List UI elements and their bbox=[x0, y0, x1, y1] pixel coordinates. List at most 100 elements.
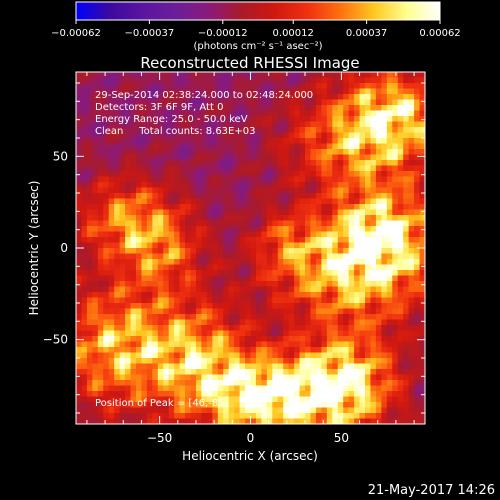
heatmap-cell bbox=[206, 303, 213, 309]
heatmap-cell bbox=[86, 297, 93, 304]
heatmap-cell bbox=[141, 132, 148, 139]
heatmap-cell bbox=[294, 138, 300, 144]
heatmap-cell bbox=[288, 237, 295, 243]
heatmap-cell bbox=[261, 160, 268, 166]
heatmap-cell bbox=[146, 132, 153, 139]
heatmap-cell bbox=[125, 402, 131, 408]
heatmap-cell bbox=[108, 215, 115, 221]
heatmap-cell bbox=[114, 154, 120, 161]
heatmap-cell bbox=[212, 209, 219, 216]
heatmap-cell bbox=[337, 396, 344, 403]
heatmap-cell bbox=[266, 292, 273, 298]
heatmap-cell bbox=[212, 319, 219, 326]
heatmap-cell bbox=[217, 231, 224, 238]
heatmap-cell bbox=[97, 281, 104, 287]
heatmap-cell bbox=[381, 341, 388, 348]
heatmap-cell bbox=[245, 303, 251, 309]
heatmap-cell bbox=[305, 385, 311, 392]
heatmap-cell bbox=[255, 402, 262, 408]
heatmap-cell bbox=[92, 209, 99, 216]
heatmap-cell bbox=[321, 281, 328, 287]
heatmap-cell bbox=[135, 143, 142, 150]
heatmap-cell bbox=[403, 341, 409, 348]
heatmap-cell bbox=[354, 182, 360, 188]
heatmap-cell bbox=[321, 402, 328, 408]
heatmap-cell bbox=[375, 99, 382, 106]
heatmap-cell bbox=[86, 121, 93, 128]
heatmap-cell bbox=[386, 248, 393, 254]
heatmap-cell bbox=[228, 171, 235, 177]
heatmap-cell bbox=[157, 270, 164, 276]
heatmap-cell bbox=[381, 231, 388, 238]
heatmap-cell bbox=[223, 369, 230, 375]
heatmap-cell bbox=[190, 369, 197, 375]
heatmap-cell bbox=[288, 413, 295, 419]
heatmap-cell bbox=[157, 176, 164, 183]
heatmap-cell bbox=[103, 72, 110, 78]
heatmap-cell bbox=[163, 352, 170, 359]
heatmap-cell bbox=[397, 402, 404, 408]
heatmap-cell bbox=[201, 369, 208, 375]
heatmap-cell bbox=[114, 407, 120, 414]
heatmap-cell bbox=[370, 110, 377, 117]
heatmap-cell bbox=[375, 187, 382, 194]
heatmap-cell bbox=[337, 314, 344, 320]
heatmap-cell bbox=[392, 231, 399, 238]
heatmap-cell bbox=[119, 325, 126, 331]
heatmap-cell bbox=[250, 237, 257, 243]
heatmap-cell bbox=[250, 187, 257, 194]
heatmap-cell bbox=[370, 171, 377, 177]
heatmap-cell bbox=[272, 341, 279, 348]
heatmap-cell bbox=[217, 165, 224, 172]
heatmap-cell bbox=[348, 352, 355, 359]
heatmap-cell bbox=[283, 336, 290, 342]
heatmap-cell bbox=[97, 138, 104, 144]
heatmap-cell bbox=[310, 275, 317, 282]
heatmap-cell bbox=[354, 341, 360, 348]
heatmap-cell bbox=[255, 226, 262, 232]
heatmap-cell bbox=[125, 275, 131, 282]
heatmap-cell bbox=[332, 193, 339, 199]
heatmap-cell bbox=[343, 308, 349, 315]
heatmap-cell bbox=[337, 209, 344, 216]
heatmap-cell bbox=[386, 308, 393, 315]
heatmap-cell bbox=[315, 352, 322, 359]
heatmap-cell bbox=[81, 347, 88, 353]
heatmap-cell bbox=[370, 358, 377, 364]
heatmap-cell bbox=[201, 154, 208, 161]
heatmap-cell bbox=[255, 380, 262, 386]
heatmap-cell bbox=[76, 264, 82, 271]
heatmap-cell bbox=[174, 127, 180, 133]
heatmap-cell bbox=[337, 292, 344, 298]
heatmap-cell bbox=[201, 105, 208, 111]
heatmap-cell bbox=[266, 176, 273, 183]
heatmap-cell bbox=[81, 193, 88, 199]
heatmap-cell bbox=[163, 336, 170, 342]
heatmap-cell bbox=[397, 391, 404, 397]
heatmap-cell bbox=[245, 72, 251, 78]
heatmap-cell bbox=[125, 143, 131, 150]
heatmap-cell bbox=[125, 330, 131, 337]
heatmap-cell bbox=[365, 402, 371, 408]
heatmap-cell bbox=[261, 396, 268, 403]
heatmap-cell bbox=[294, 171, 300, 177]
heatmap-cell bbox=[228, 110, 235, 117]
heatmap-cell bbox=[337, 336, 344, 342]
heatmap-cell bbox=[381, 99, 388, 106]
heatmap-cell bbox=[179, 352, 186, 359]
heatmap-cell bbox=[337, 259, 344, 265]
heatmap-cell bbox=[348, 281, 355, 287]
heatmap-cell bbox=[103, 132, 110, 139]
heatmap-cell bbox=[365, 380, 371, 386]
heatmap-cell bbox=[157, 325, 164, 331]
heatmap-cell bbox=[283, 286, 290, 293]
heatmap-cell bbox=[283, 220, 290, 227]
heatmap-cell bbox=[185, 138, 191, 144]
heatmap-cell bbox=[315, 204, 322, 210]
heatmap-cell bbox=[114, 138, 120, 144]
heatmap-cell bbox=[337, 116, 344, 122]
heatmap-cell bbox=[375, 242, 382, 249]
heatmap-cell bbox=[305, 242, 311, 249]
heatmap-cell bbox=[288, 308, 295, 315]
heatmap-cell bbox=[97, 347, 104, 353]
